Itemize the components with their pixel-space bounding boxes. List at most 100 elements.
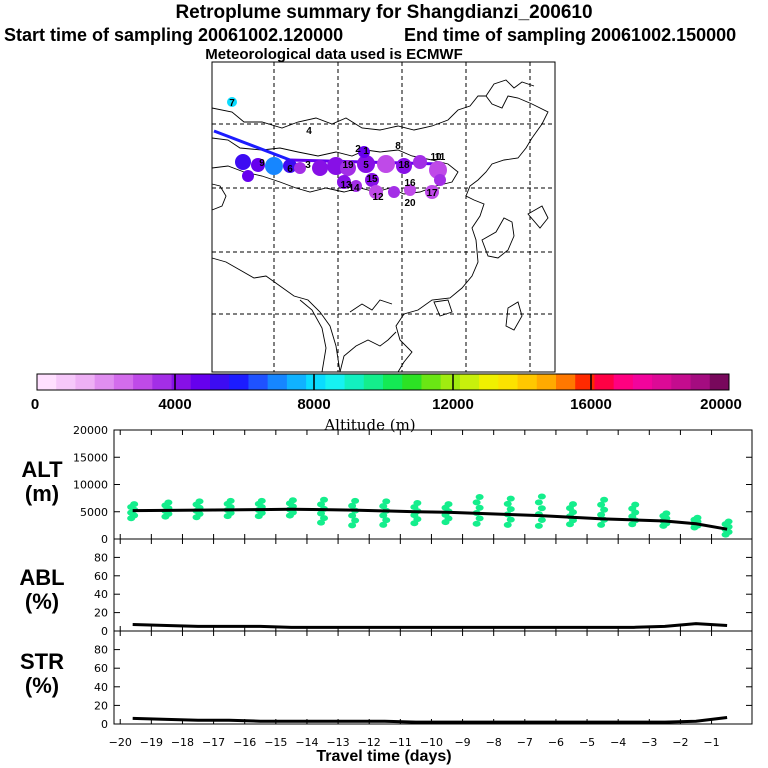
trajectory-line-a bbox=[213, 129, 291, 162]
colorbar-swatch bbox=[421, 374, 442, 390]
altitude-colorbar bbox=[36, 373, 730, 391]
trajectory-number: 16 bbox=[404, 178, 416, 189]
alt-particle bbox=[693, 514, 702, 521]
alt-particle bbox=[534, 499, 543, 506]
trajectory-cluster bbox=[350, 180, 362, 192]
trajectory-cluster bbox=[357, 155, 375, 173]
alt-particle bbox=[662, 510, 671, 517]
x-tick-label: −4 bbox=[610, 736, 626, 749]
colorbar-swatch bbox=[113, 374, 134, 390]
trajectory-number: 17 bbox=[426, 188, 438, 199]
alt-particle bbox=[506, 516, 515, 523]
abl-label: ABL (%) bbox=[12, 566, 72, 614]
alt-particle bbox=[226, 497, 235, 504]
alt-median-line bbox=[132, 507, 728, 531]
x-tick-label: −2 bbox=[672, 736, 688, 749]
alt-particle bbox=[348, 522, 357, 529]
trajectory-number: 4 bbox=[306, 126, 312, 137]
alt-particle bbox=[475, 504, 484, 511]
colorbar-swatch bbox=[632, 374, 653, 390]
colorbar-swatch bbox=[210, 374, 230, 390]
colorbar-swatch bbox=[190, 374, 211, 390]
colorbar-label: 12000 bbox=[432, 396, 474, 413]
alt-particle bbox=[537, 517, 546, 524]
trajectory-number: 11 bbox=[435, 152, 446, 163]
alt-particle bbox=[320, 515, 329, 522]
colorbar-swatch bbox=[575, 374, 595, 390]
trajectory-cluster bbox=[227, 97, 237, 107]
trajectory-cluster bbox=[388, 186, 400, 198]
trajectory-cluster bbox=[235, 154, 251, 170]
alt-ytick-label: 0 bbox=[101, 533, 108, 546]
colorbar-swatch bbox=[171, 374, 192, 390]
alt-particle bbox=[472, 499, 481, 506]
alt-particle bbox=[320, 496, 329, 503]
trajectory-cluster bbox=[369, 185, 383, 199]
colorbar-swatch bbox=[479, 374, 499, 390]
alt-particle bbox=[379, 503, 388, 510]
abl-ytick-label: 0 bbox=[101, 625, 108, 638]
x-tick-label: −17 bbox=[202, 736, 225, 749]
str-label-top: STR bbox=[20, 649, 64, 674]
colorbar-swatch bbox=[267, 374, 288, 390]
alt-label-bottom: (m) bbox=[24, 481, 60, 506]
colorbar-swatch bbox=[671, 374, 691, 390]
trajectory-number: 12 bbox=[372, 192, 384, 203]
colorbar-border bbox=[36, 373, 730, 391]
colorbar-title: Altitude (m) bbox=[324, 416, 416, 434]
colorbar-swatch bbox=[152, 374, 172, 390]
str-frame bbox=[113, 630, 753, 725]
abl-label-top: ABL bbox=[19, 565, 65, 590]
colorbar-swatch bbox=[56, 374, 76, 390]
abl-frame bbox=[113, 538, 753, 632]
trajectory-number: 10 bbox=[430, 152, 442, 163]
colorbar-swatch bbox=[459, 374, 480, 390]
end-time: End time of sampling 20061002.150000 bbox=[404, 25, 737, 45]
alt-particle bbox=[597, 511, 606, 518]
str-label-bottom: (%) bbox=[24, 673, 60, 698]
x-tick-label: −13 bbox=[326, 736, 349, 749]
map-frame bbox=[211, 61, 556, 373]
x-tick-label: −9 bbox=[454, 736, 470, 749]
trajectory-cluster bbox=[413, 155, 427, 169]
alt-particle bbox=[534, 522, 543, 529]
trajectory-number: 1 bbox=[363, 146, 369, 157]
alt-particle bbox=[631, 501, 640, 508]
alt-particle bbox=[379, 521, 388, 528]
alt-particle bbox=[382, 517, 391, 524]
colorbar-swatch bbox=[133, 374, 153, 390]
alt-particle bbox=[724, 518, 733, 525]
colorbar-swatch bbox=[344, 374, 365, 390]
alt-particle bbox=[506, 506, 515, 513]
alt-particle bbox=[317, 519, 326, 526]
alt-particle bbox=[382, 498, 391, 505]
x-tick-label: −1 bbox=[703, 736, 719, 749]
x-tick-label: −16 bbox=[233, 736, 256, 749]
colorbar-swatch bbox=[517, 374, 538, 390]
alt-particle bbox=[503, 500, 512, 507]
str-ytick-label: 80 bbox=[94, 644, 108, 657]
x-tick-label: −12 bbox=[358, 736, 381, 749]
colorbar-swatch bbox=[556, 374, 576, 390]
abl-ytick-label: 20 bbox=[94, 607, 108, 620]
x-tick-label: −8 bbox=[486, 736, 502, 749]
trajectory-cluster bbox=[294, 162, 306, 174]
alt-particle bbox=[472, 520, 481, 527]
alt-particle bbox=[503, 521, 512, 528]
colorbar-swatch bbox=[709, 374, 730, 390]
x-tick-label: −18 bbox=[171, 736, 194, 749]
coastlines bbox=[211, 79, 549, 373]
alt-particle bbox=[600, 506, 609, 513]
colorbar-label: 8000 bbox=[297, 396, 330, 413]
x-axis-title: Travel time (days) bbox=[316, 748, 452, 765]
trajectory-number: 14 bbox=[348, 183, 360, 194]
alt-particle bbox=[288, 497, 297, 504]
colorbar-swatch bbox=[94, 374, 115, 390]
alt-particle bbox=[413, 500, 422, 507]
abl-line bbox=[132, 622, 728, 629]
x-tick-label: −15 bbox=[264, 736, 287, 749]
trajectory-number: 20 bbox=[404, 198, 416, 209]
colorbar-swatch bbox=[383, 374, 403, 390]
